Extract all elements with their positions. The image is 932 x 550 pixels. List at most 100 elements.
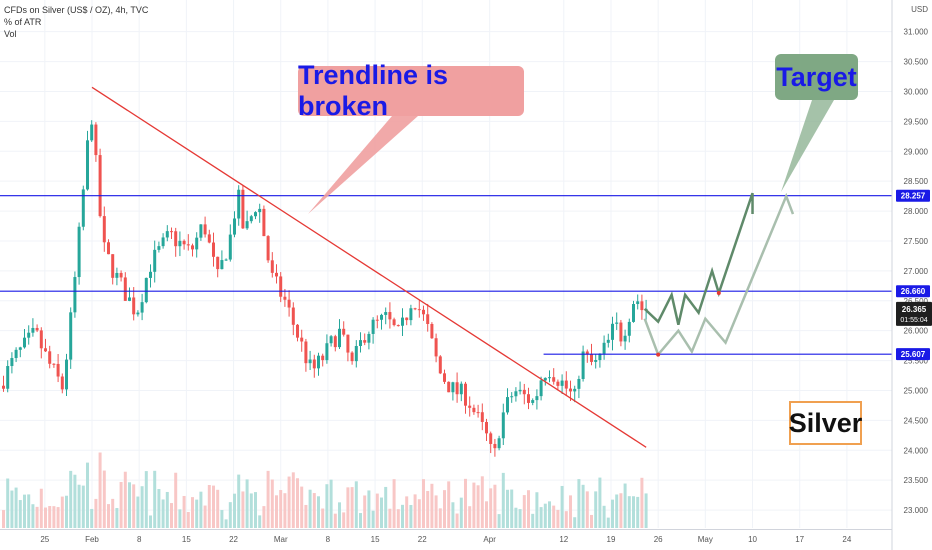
candle-body bbox=[501, 412, 505, 439]
volume-bar bbox=[359, 513, 362, 528]
target-callout-pointer bbox=[781, 100, 834, 192]
volume-bar bbox=[317, 496, 320, 528]
volume-bar bbox=[518, 509, 522, 528]
candle-body bbox=[476, 412, 480, 414]
volume-bar bbox=[115, 508, 119, 528]
volume-bar bbox=[2, 510, 5, 528]
volume-bar bbox=[149, 515, 152, 528]
candle-body bbox=[291, 307, 295, 325]
volume-bar bbox=[304, 504, 308, 528]
candle-body bbox=[619, 322, 623, 342]
candle-body bbox=[506, 397, 509, 413]
symbol-title: CFDs on Silver (US$ / OZ), 4h, TVC bbox=[4, 5, 149, 15]
volume-bar bbox=[207, 485, 211, 528]
volume-bar bbox=[606, 517, 610, 528]
candle-body bbox=[258, 208, 262, 213]
candle-body bbox=[237, 189, 241, 219]
volume-bar bbox=[6, 478, 10, 528]
volume-bar bbox=[627, 496, 631, 528]
volume-bar bbox=[548, 501, 551, 528]
candle-body bbox=[346, 334, 350, 353]
volume-bar bbox=[430, 483, 434, 528]
volume-bar bbox=[119, 481, 123, 528]
volume-bar bbox=[102, 470, 106, 528]
level-price-label: 26.660 bbox=[901, 287, 926, 296]
candle-body bbox=[249, 216, 253, 222]
volume-bar bbox=[266, 470, 270, 528]
candle-body bbox=[464, 383, 467, 406]
volume-bar bbox=[443, 490, 446, 528]
volume-bar bbox=[468, 506, 472, 528]
volume-indicator-label: Vol bbox=[4, 29, 17, 39]
candle-body bbox=[371, 319, 375, 334]
trendline bbox=[91, 86, 647, 448]
candle-body bbox=[10, 358, 14, 367]
volume-bar bbox=[388, 508, 392, 528]
volume-bar bbox=[14, 487, 18, 528]
volume-bar bbox=[161, 499, 165, 528]
candle-body bbox=[577, 378, 581, 389]
candle-body bbox=[35, 327, 39, 331]
level-price-box bbox=[896, 189, 930, 202]
candle-body bbox=[81, 189, 85, 227]
candle-body bbox=[77, 226, 81, 278]
candle-body bbox=[422, 309, 425, 315]
volume-bar bbox=[380, 497, 383, 528]
target-callout[interactable]: Target bbox=[775, 54, 858, 100]
volume-bar bbox=[615, 494, 619, 528]
candle-body bbox=[73, 277, 77, 313]
level-price-label: 28.257 bbox=[901, 192, 926, 201]
candle-body bbox=[161, 237, 165, 247]
candle-body bbox=[338, 328, 341, 348]
volume-bar bbox=[136, 496, 140, 528]
x-tick-label: 26 bbox=[654, 535, 663, 544]
projection-path-alternate bbox=[643, 192, 795, 358]
y-tick-label: 27.000 bbox=[904, 267, 929, 276]
level-price-box bbox=[896, 348, 930, 361]
volume-bar bbox=[426, 490, 430, 528]
volume-bar bbox=[455, 513, 459, 528]
candle-body bbox=[94, 124, 98, 156]
candle-body bbox=[157, 246, 161, 250]
candle-body bbox=[573, 388, 577, 392]
x-tick-label: 15 bbox=[182, 535, 191, 544]
level-price-box bbox=[896, 285, 930, 298]
candles-group bbox=[2, 120, 648, 457]
candle-body bbox=[468, 405, 472, 408]
volume-bar bbox=[157, 489, 161, 528]
candle-body bbox=[384, 312, 388, 315]
volume-bar bbox=[569, 495, 572, 528]
volume-bar bbox=[392, 479, 396, 528]
x-tick-label: 8 bbox=[326, 535, 331, 544]
candle-body bbox=[430, 323, 434, 339]
y-tick-label: 24.500 bbox=[904, 416, 929, 425]
candle-body bbox=[598, 353, 602, 361]
candle-body bbox=[90, 124, 94, 141]
volume-bar bbox=[27, 494, 31, 528]
x-tick-label: Feb bbox=[85, 535, 99, 544]
candle-body bbox=[409, 308, 413, 321]
candle-body bbox=[623, 335, 627, 342]
candle-body bbox=[585, 351, 589, 355]
candle-body bbox=[111, 254, 115, 278]
candle-body bbox=[224, 259, 228, 261]
trendline-broken-callout[interactable]: Trendline is broken bbox=[298, 60, 524, 121]
volume-bar bbox=[312, 493, 316, 528]
volume-bar bbox=[539, 507, 543, 528]
candle-body bbox=[342, 328, 346, 335]
candle-body bbox=[254, 212, 257, 217]
volume-bar bbox=[417, 499, 421, 528]
volume-bar bbox=[506, 489, 509, 528]
candle-body bbox=[98, 155, 102, 217]
volume-bar bbox=[203, 505, 207, 528]
volume-bar bbox=[564, 511, 568, 528]
x-tick-label: Mar bbox=[274, 535, 288, 544]
candle-body bbox=[287, 299, 291, 308]
candle-body bbox=[640, 301, 644, 311]
candle-body bbox=[426, 314, 430, 324]
volume-bar bbox=[644, 493, 648, 528]
silver-label[interactable]: Silver bbox=[789, 401, 862, 445]
volume-bar bbox=[308, 489, 312, 528]
candle-body bbox=[119, 272, 123, 278]
